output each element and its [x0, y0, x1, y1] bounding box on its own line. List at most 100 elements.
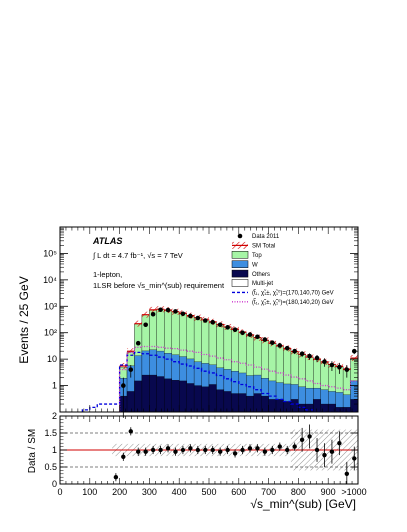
- legend-item-3-label: W: [252, 262, 258, 268]
- ratio-point-9: [180, 447, 186, 453]
- ratio-point-6: [158, 447, 163, 453]
- bar-others-13: [156, 376, 165, 412]
- data-point-28: [329, 362, 335, 368]
- data-point-24: [299, 351, 305, 357]
- ratio-point-32: [352, 456, 357, 461]
- ratio-point-21: [270, 447, 275, 453]
- legend-item-5-swatch: [231, 279, 249, 287]
- ratio-xtick-label-10: >1000: [341, 487, 366, 497]
- bar-others-34: [313, 399, 321, 412]
- ratio-content: [60, 429, 358, 471]
- data-point-27: [322, 359, 327, 365]
- ratio-point-5: [150, 447, 156, 453]
- ratio-ytick-label-1: 0.5: [44, 462, 57, 472]
- data-point-13: [217, 322, 223, 328]
- data-point-26: [314, 355, 320, 361]
- legend-item-4-swatch: [231, 269, 249, 278]
- legend-item-2-label: Top: [252, 253, 262, 259]
- bar-others-19: [201, 386, 210, 412]
- data-point-15: [232, 327, 238, 333]
- bar-others-22: [223, 391, 232, 412]
- ratio-xtick-label-4: 400: [172, 487, 187, 497]
- ratio-point-20: [262, 449, 268, 454]
- main-stack: [119, 309, 358, 412]
- bar-others-17: [186, 383, 195, 412]
- ratio-point-23: [285, 447, 290, 453]
- main-axes: 1 10 10² 10³ 10⁴ 10⁵: [43, 227, 359, 412]
- data-point-3: [143, 322, 148, 328]
- main-ytick-label-4: 10⁴: [43, 275, 57, 285]
- ratio-xtick-label-9: 900: [321, 487, 336, 497]
- bar-others-25: [246, 395, 254, 412]
- data-point-7: [173, 309, 178, 314]
- legend-item-0-marker: [237, 233, 243, 239]
- main-ytick-label-1: 10: [47, 354, 57, 364]
- bar-others-12: [149, 374, 157, 412]
- legend-item-1-label: SM Total: [252, 244, 275, 250]
- ratio-point-18: [247, 446, 253, 451]
- selection-annotation-2: 1LSR before √s_min^(sub) requirement: [93, 281, 225, 290]
- bar-others-33: [305, 403, 314, 412]
- ratio-point-30: [337, 441, 342, 446]
- bar-others-27: [260, 395, 269, 412]
- ratio-xtick-label-1: 100: [82, 487, 97, 497]
- ratio-point-7: [165, 446, 171, 451]
- ratio-point-0: [113, 475, 119, 480]
- selection-annotation-1: 1-lepton,: [93, 270, 122, 279]
- bar-others-35: [320, 403, 329, 412]
- ratio-point-26: [307, 434, 312, 439]
- legend-item-6-label: (t̃₁, χ̃₁±, χ̃₁⁰)=(170,140,70) GeV: [252, 290, 334, 297]
- bar-others-18: [193, 385, 202, 412]
- ratio-point-2: [128, 429, 133, 434]
- main-ytick-label-2: 10²: [44, 328, 57, 338]
- data-point-23: [292, 348, 297, 354]
- legend-item-5-label: Multi-jet: [252, 281, 273, 287]
- bar-others-10: [134, 380, 143, 412]
- atlas-label: ATLAS: [92, 236, 122, 246]
- bar-others-9: [126, 391, 135, 412]
- data-point-22: [284, 345, 290, 351]
- bar-others-38: [342, 407, 351, 412]
- bar-others-31: [290, 399, 299, 412]
- ratio-point-10: [188, 446, 193, 451]
- ratio-point-15: [225, 447, 230, 453]
- main-ytick-label-3: 10³: [44, 301, 57, 311]
- data-point-0: [121, 383, 126, 388]
- data-point-16: [240, 330, 245, 336]
- ratio-point-16: [232, 451, 238, 456]
- ratio-point-17: [240, 447, 245, 453]
- ratio-point-4: [143, 449, 148, 454]
- bar-others-16: [179, 380, 187, 412]
- ratio-point-28: [322, 452, 327, 458]
- legend-item-4-label: Others: [252, 272, 270, 278]
- data-point-1: [128, 367, 134, 372]
- legend-item-0-label: Data 2011: [252, 234, 280, 240]
- data-point-2: [135, 340, 141, 346]
- bar-others-26: [253, 393, 262, 412]
- data-point-17: [247, 332, 253, 337]
- data-point-18: [255, 334, 260, 340]
- data-point-21: [277, 343, 283, 348]
- ratio-xtick-label-5: 500: [201, 487, 216, 497]
- lumi-annotation: ∫ L dt = 4.7 fb⁻¹, √s = 7 TeV: [92, 251, 183, 260]
- bar-others-15: [171, 380, 180, 412]
- ratio-point-11: [195, 447, 201, 453]
- ratio-markers: [113, 424, 357, 484]
- bar-others-24: [238, 393, 247, 412]
- ratio-ytick-label-4: 2: [52, 411, 57, 421]
- bar-others-21: [216, 389, 225, 412]
- ratio-point-3: [136, 449, 141, 454]
- ratio-point-22: [277, 444, 282, 449]
- ratio-ytick-label-3: 1.5: [44, 428, 57, 438]
- bar-others-20: [208, 384, 217, 412]
- signal-180-140-20-line: [118, 345, 358, 412]
- data-point-14: [225, 325, 230, 330]
- ratio-point-1: [121, 454, 126, 459]
- bar-others-28: [268, 399, 277, 412]
- ratio-ytick-label-0: 0: [52, 479, 57, 489]
- ratio-xtick-label-6: 600: [231, 487, 246, 497]
- data-point-20: [270, 340, 275, 345]
- data-point-4: [150, 311, 156, 317]
